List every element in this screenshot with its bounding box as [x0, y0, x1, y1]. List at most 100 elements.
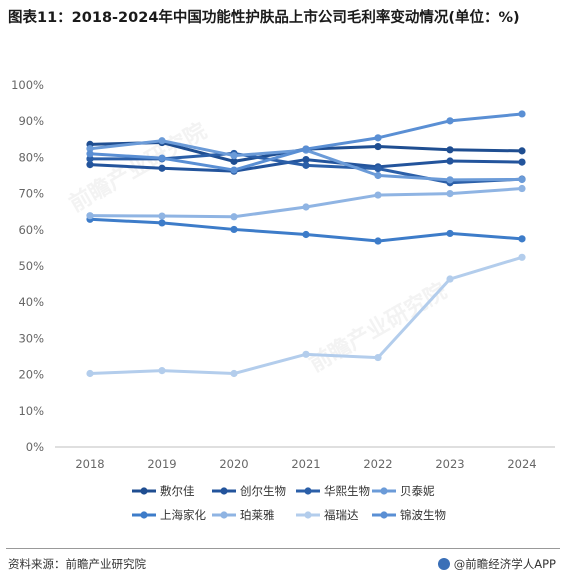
data-point — [446, 275, 454, 283]
data-point — [230, 151, 238, 160]
data-point — [230, 213, 238, 221]
data-point — [374, 165, 382, 173]
data-point — [518, 175, 526, 184]
legend-swatch-marker — [304, 487, 312, 495]
legend-swatch-marker — [304, 511, 312, 519]
x-tick-label: 2018 — [75, 457, 104, 471]
data-point — [158, 212, 166, 220]
legend-item: 福瑞达 — [296, 508, 359, 522]
x-tick-label: 2021 — [291, 457, 320, 471]
data-point — [446, 176, 454, 184]
y-tick-label: 50% — [18, 259, 44, 273]
data-point — [446, 117, 454, 125]
data-point — [446, 146, 454, 154]
data-point — [518, 253, 526, 261]
data-point — [302, 203, 310, 211]
x-tick-label: 2024 — [507, 457, 536, 471]
y-axis: 0% 10% 20% 30% 40% 50% 60% 70% 80% 90% 100% — [11, 78, 44, 454]
legend-item: 锦波生物 — [372, 508, 446, 522]
y-tick-label: 30% — [18, 331, 44, 345]
y-tick-label: 60% — [18, 223, 44, 237]
x-tick-label: 2022 — [363, 457, 392, 471]
y-tick-label: 80% — [18, 150, 44, 164]
series-group — [86, 110, 526, 378]
legend-swatch-marker — [140, 511, 148, 519]
brand-logo-icon — [437, 558, 450, 570]
legend-item: 华熙生物 — [296, 484, 370, 498]
data-point — [302, 350, 310, 358]
data-point — [518, 158, 526, 166]
data-point — [374, 171, 382, 180]
series-锦波生物 — [86, 110, 526, 174]
data-point — [302, 230, 310, 239]
data-point — [374, 134, 382, 142]
source-note: 资料来源：前瞻产业研究院 — [8, 557, 146, 571]
legend-label: 贝泰妮 — [400, 484, 435, 498]
y-tick-label: 90% — [18, 114, 44, 128]
legend-item: 敷尔佳 — [132, 484, 195, 498]
data-point — [158, 154, 166, 162]
data-point — [518, 110, 526, 118]
data-point — [158, 137, 166, 145]
legend-swatch-marker — [140, 487, 148, 495]
legend-item: 创尔生物 — [212, 484, 286, 498]
data-point — [86, 145, 94, 153]
brand: @前瞻经济学人APP — [437, 556, 556, 572]
data-point — [230, 225, 238, 234]
data-point — [518, 184, 526, 193]
data-point — [374, 353, 382, 362]
data-point — [230, 369, 238, 378]
data-point — [302, 155, 310, 164]
data-point — [374, 142, 382, 151]
series-line — [89, 187, 523, 219]
legend-label: 上海家化 — [160, 508, 206, 522]
legend-swatch-marker — [220, 487, 228, 495]
data-point — [446, 190, 454, 198]
chart-title: 图表11：2018-2024年中国功能性护肤品上市公司毛利率变动情况(单位：%) — [8, 10, 520, 26]
x-tick-label: 2023 — [435, 457, 464, 471]
legend-label: 锦波生物 — [400, 508, 446, 522]
y-tick-label: 70% — [18, 187, 44, 201]
legend-label: 珀莱雅 — [240, 508, 275, 522]
y-tick-label: 10% — [18, 404, 44, 418]
data-point — [518, 147, 526, 155]
data-point — [86, 155, 94, 163]
brand-text: @前瞻经济学人APP — [453, 557, 556, 571]
y-tick-label: 0% — [26, 440, 44, 454]
series-上海家化 — [86, 215, 526, 245]
data-point — [230, 157, 238, 165]
legend-item: 贝泰妮 — [372, 484, 435, 498]
data-point — [446, 229, 454, 238]
y-tick-label: 40% — [18, 295, 44, 309]
data-point — [446, 157, 454, 165]
data-point — [86, 161, 94, 169]
data-point — [158, 367, 166, 375]
data-point — [86, 150, 94, 158]
y-tick-label: 100% — [11, 78, 44, 92]
series-福瑞达 — [86, 253, 526, 378]
y-tick-label: 20% — [18, 368, 44, 382]
legend-label: 敷尔佳 — [160, 484, 195, 498]
legend-label: 福瑞达 — [324, 508, 359, 522]
legend-swatch-marker — [220, 511, 228, 519]
x-tick-label: 2020 — [219, 457, 248, 471]
legend-label: 华熙生物 — [324, 484, 370, 498]
data-point — [302, 145, 310, 153]
footer-divider — [6, 548, 560, 549]
legend-item: 珀莱雅 — [212, 508, 275, 522]
legend-swatch-marker — [380, 511, 388, 519]
data-point — [158, 219, 166, 227]
legend-item: 上海家化 — [132, 508, 206, 522]
x-axis: 2018 2019 2020 2021 2022 2023 2024 — [75, 457, 536, 471]
data-point — [158, 164, 166, 172]
legend-label: 创尔生物 — [240, 484, 286, 498]
data-point — [230, 166, 238, 174]
data-point — [374, 191, 382, 199]
data-point — [302, 161, 310, 169]
data-point — [374, 237, 382, 245]
data-point — [518, 235, 526, 243]
data-point — [86, 369, 94, 378]
x-tick-label: 2019 — [147, 457, 176, 471]
